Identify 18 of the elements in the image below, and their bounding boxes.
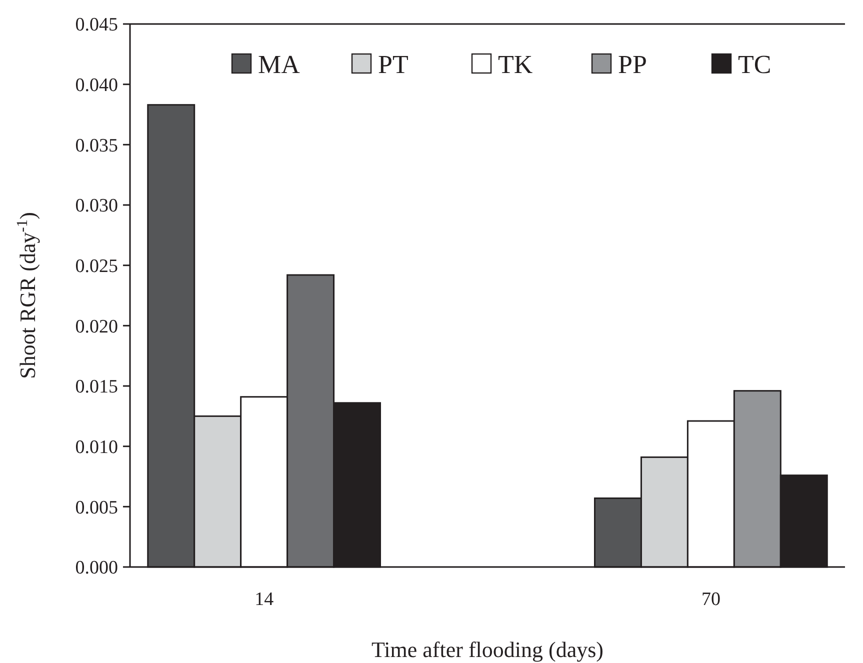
legend-label: PT xyxy=(378,50,408,80)
x-tick-label: 70 xyxy=(701,589,720,610)
y-tick-label: 0.020 xyxy=(75,316,118,338)
y-tick-label: 0.005 xyxy=(75,497,118,518)
legend-label: MA xyxy=(258,50,300,80)
x-tick-label: 14 xyxy=(254,589,274,610)
legend-label: TC xyxy=(738,50,772,80)
y-tick-label: 0.010 xyxy=(75,436,118,458)
y-tick-label: 0.025 xyxy=(75,256,118,277)
y-tick-label: 0.045 xyxy=(75,14,118,36)
legend-label: TK xyxy=(498,50,533,80)
legend-label: PP xyxy=(618,50,647,80)
x-axis-title: Time after flooding (days) xyxy=(372,637,604,662)
y-tick-label: 0.015 xyxy=(75,376,118,398)
y-tick-label: 0.000 xyxy=(75,558,118,579)
y-tick-label: 0.040 xyxy=(75,74,118,96)
y-tick-label: 0.030 xyxy=(75,196,118,217)
y-tick-label: 0.035 xyxy=(75,135,118,156)
